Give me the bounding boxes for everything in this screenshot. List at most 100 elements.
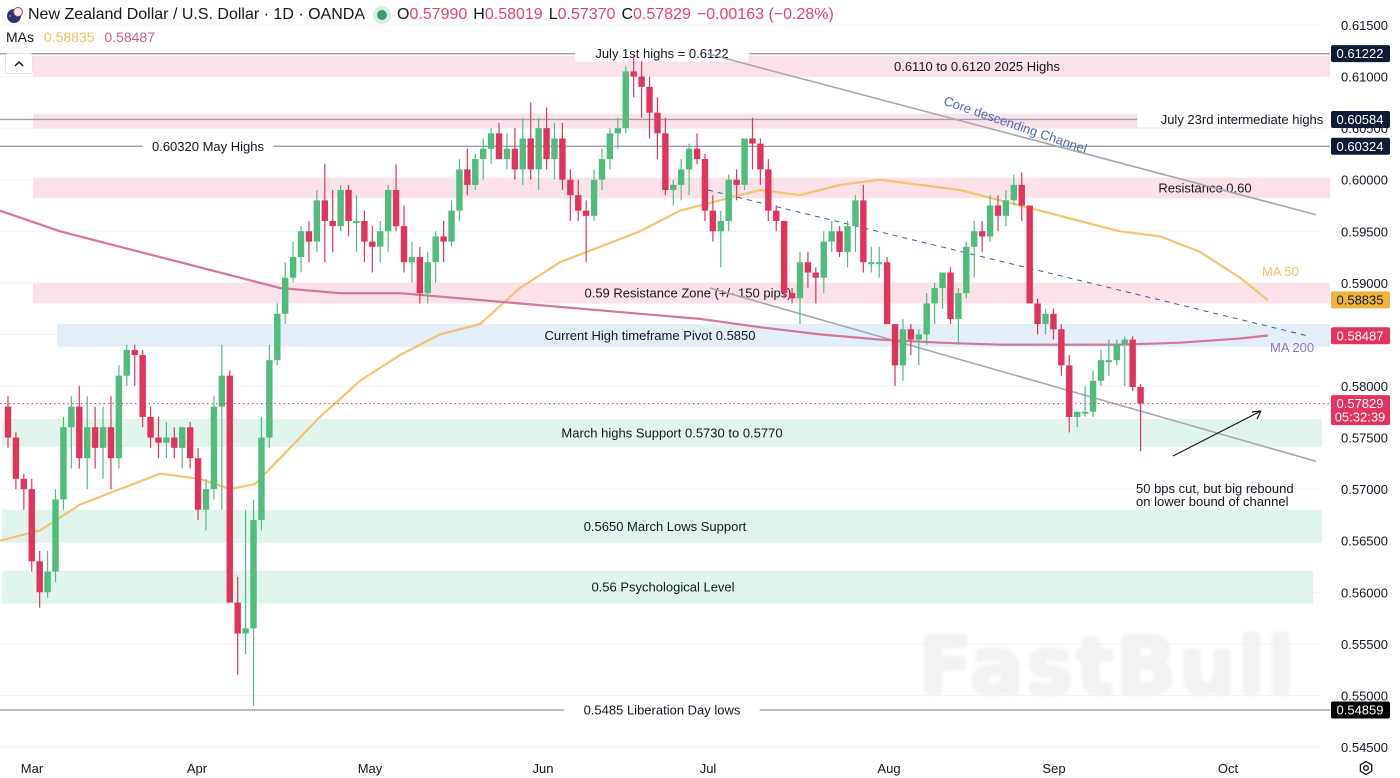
candle-down bbox=[194, 458, 202, 510]
candle-down bbox=[891, 324, 899, 366]
candle-down bbox=[464, 169, 471, 185]
price-tick: 0.55000 bbox=[1341, 688, 1388, 703]
candle-down bbox=[638, 76, 645, 87]
candle-down bbox=[978, 231, 986, 237]
candle-up bbox=[955, 293, 962, 319]
candle-up bbox=[313, 200, 321, 242]
annotation-text: MA 50 bbox=[1262, 264, 1299, 279]
price-tick: 0.59000 bbox=[1341, 276, 1388, 291]
candle-down bbox=[511, 148, 519, 170]
candle-up bbox=[1010, 184, 1018, 201]
open-value: 0.57990 bbox=[409, 6, 468, 23]
candle-down bbox=[883, 262, 891, 325]
candle-up bbox=[44, 571, 51, 593]
change-value: −0.00163 (−0.28%) bbox=[696, 6, 834, 23]
candle-up bbox=[202, 489, 210, 510]
price-label-last bbox=[1331, 395, 1390, 426]
price-tick: 0.57000 bbox=[1341, 482, 1388, 497]
candle-down bbox=[654, 112, 661, 134]
price-axis[interactable]: 0.615000.610000.605000.600000.595000.590… bbox=[1331, 18, 1390, 755]
close-value: 0.57829 bbox=[633, 6, 691, 23]
collapse-legend-button[interactable] bbox=[5, 53, 33, 74]
support-zone bbox=[2, 570, 1313, 604]
time-tick-oct: Oct bbox=[1217, 761, 1239, 776]
resistance-zone bbox=[33, 55, 1330, 77]
level-label: July 23rd intermediate highs bbox=[1161, 112, 1324, 127]
candle-up bbox=[408, 257, 416, 263]
candle-up bbox=[828, 231, 835, 242]
candle-up bbox=[258, 437, 265, 521]
candle-up bbox=[519, 138, 526, 170]
candle-up bbox=[210, 406, 218, 490]
candle-down bbox=[91, 427, 99, 448]
price-label-value: 0.54859 bbox=[1337, 702, 1384, 717]
candle-down bbox=[416, 257, 424, 294]
moving-averages-legend[interactable]: MAs 0.58835 0.58487 bbox=[6, 29, 155, 45]
ma200-value: 0.58487 bbox=[104, 29, 155, 45]
symbol-header: New Zealand Dollar / U.S. Dollar · 1D · … bbox=[6, 4, 834, 26]
low-value: 0.57370 bbox=[557, 6, 616, 23]
candle-up bbox=[448, 210, 455, 242]
candle-up bbox=[123, 349, 130, 376]
arrow-line bbox=[1172, 410, 1262, 457]
candle-up bbox=[432, 236, 439, 263]
candle-up bbox=[1121, 339, 1128, 345]
time-tick-sep: Sep bbox=[1042, 761, 1066, 776]
candle-down bbox=[693, 148, 701, 160]
candle-down bbox=[701, 159, 709, 211]
level-label-bg bbox=[575, 45, 749, 62]
candle-down bbox=[139, 355, 146, 417]
level-label-bg bbox=[564, 701, 760, 718]
candle-up bbox=[242, 628, 249, 634]
candle-down bbox=[630, 71, 637, 77]
candle-down bbox=[1050, 313, 1057, 330]
candle-up bbox=[678, 169, 685, 185]
candle-up bbox=[250, 520, 257, 629]
candle-up bbox=[274, 313, 281, 361]
candles bbox=[0, 53, 1330, 706]
candle-down bbox=[131, 349, 138, 356]
time-tick-jun: Jun bbox=[532, 761, 554, 776]
candle-down bbox=[812, 272, 820, 278]
candle-up bbox=[456, 169, 463, 211]
candle-up bbox=[472, 159, 479, 185]
candle-up bbox=[337, 190, 344, 227]
candle-down bbox=[543, 128, 550, 160]
candle-up bbox=[84, 427, 91, 459]
candle-up bbox=[115, 375, 123, 459]
candle-down bbox=[836, 231, 843, 252]
settings-gear-icon[interactable] bbox=[1358, 760, 1374, 776]
candle-up bbox=[1042, 313, 1049, 325]
time-tick-jul: Jul bbox=[699, 761, 717, 776]
candle-down bbox=[1058, 329, 1065, 366]
candle-down bbox=[907, 329, 915, 340]
candle-down bbox=[709, 210, 717, 232]
price-label-value: 0.60584 bbox=[1337, 112, 1384, 127]
candle-up bbox=[1097, 360, 1105, 381]
price-label-dark bbox=[1331, 137, 1390, 155]
candle-up bbox=[487, 133, 495, 149]
candle-up bbox=[590, 179, 598, 216]
candle-up bbox=[1089, 380, 1097, 412]
candle-down bbox=[749, 138, 756, 144]
candle-down bbox=[1034, 303, 1041, 325]
resistance-zone bbox=[33, 282, 1330, 304]
time-tick-mar: Mar bbox=[20, 761, 44, 776]
annotation-text: 50 bps cut, but big rebound bbox=[1136, 481, 1294, 496]
candle-down bbox=[1018, 184, 1025, 206]
market-open-status-icon bbox=[376, 10, 387, 20]
candle-down bbox=[1026, 205, 1033, 304]
trendlines bbox=[707, 53, 1317, 463]
price-tick: 0.57500 bbox=[1341, 431, 1388, 446]
candle-down bbox=[527, 138, 534, 170]
symbol-title[interactable]: New Zealand Dollar / U.S. Dollar · 1D · … bbox=[28, 6, 365, 23]
price-label-dark bbox=[1331, 45, 1390, 63]
candle-down bbox=[804, 262, 812, 273]
zone-label: Current High timeframe Pivot 0.5850 bbox=[545, 328, 756, 343]
candle-down bbox=[559, 138, 566, 180]
candle-up bbox=[480, 148, 487, 160]
support-zone bbox=[2, 509, 1322, 543]
candle-down bbox=[107, 427, 115, 459]
open-label: O bbox=[396, 6, 410, 23]
